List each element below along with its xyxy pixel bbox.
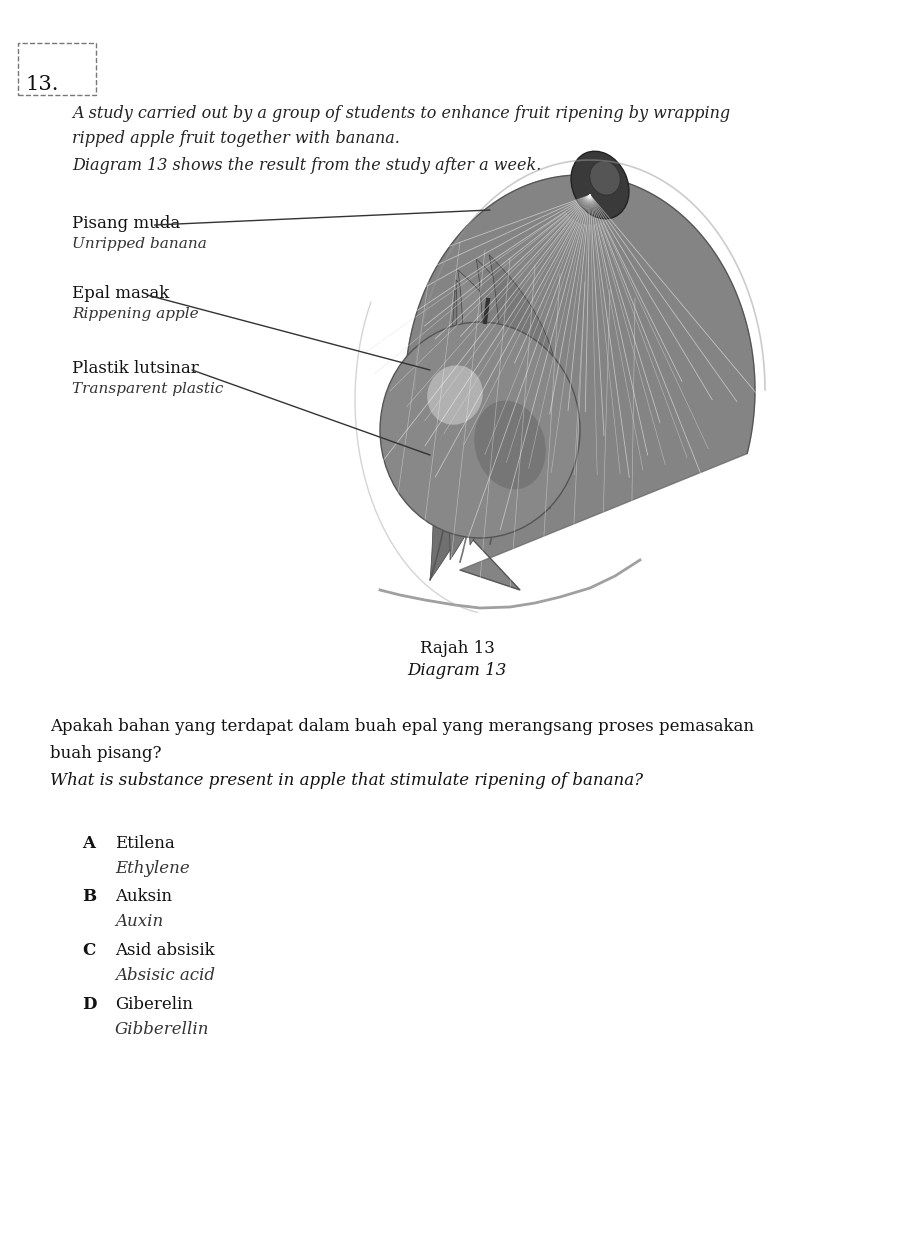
- Ellipse shape: [474, 400, 546, 489]
- Text: Diagram 13 shows the result from the study after a week.: Diagram 13 shows the result from the stu…: [72, 157, 541, 173]
- Text: B: B: [82, 888, 96, 904]
- Text: A study carried out by a group of students to enhance fruit ripening by wrapping: A study carried out by a group of studen…: [72, 105, 730, 121]
- Text: Giberelin: Giberelin: [115, 996, 193, 1014]
- Text: Absisic acid: Absisic acid: [115, 966, 215, 984]
- Polygon shape: [476, 259, 547, 518]
- Text: C: C: [82, 942, 95, 959]
- Text: Pisang muda: Pisang muda: [72, 216, 180, 232]
- Ellipse shape: [571, 151, 629, 219]
- Text: Unripped banana: Unripped banana: [72, 237, 207, 252]
- Polygon shape: [458, 270, 530, 530]
- Text: Asid absisik: Asid absisik: [115, 942, 215, 959]
- Polygon shape: [445, 290, 503, 560]
- Text: Rippening apple: Rippening apple: [72, 307, 198, 321]
- Text: Ethylene: Ethylene: [115, 860, 190, 877]
- Text: Transparent plastic: Transparent plastic: [72, 382, 223, 396]
- Polygon shape: [430, 307, 494, 580]
- Text: A: A: [82, 835, 95, 852]
- Text: Auksin: Auksin: [115, 888, 172, 904]
- FancyBboxPatch shape: [18, 43, 96, 95]
- Ellipse shape: [590, 161, 621, 196]
- Text: What is substance present in apple that stimulate ripening of banana?: What is substance present in apple that …: [50, 772, 643, 789]
- Text: 13.: 13.: [25, 76, 58, 94]
- Text: buah pisang?: buah pisang?: [50, 745, 162, 762]
- Text: Diagram 13: Diagram 13: [408, 662, 506, 679]
- Text: Rajah 13: Rajah 13: [420, 641, 494, 657]
- Text: Etilena: Etilena: [115, 835, 175, 852]
- Text: ripped apple fruit together with banana.: ripped apple fruit together with banana.: [72, 130, 400, 147]
- Text: Epal masak: Epal masak: [72, 285, 169, 302]
- Text: Auxin: Auxin: [115, 913, 164, 930]
- Text: D: D: [82, 996, 97, 1014]
- Ellipse shape: [427, 366, 483, 425]
- Text: Apakah bahan yang terdapat dalam buah epal yang merangsang proses pemasakan: Apakah bahan yang terdapat dalam buah ep…: [50, 717, 754, 735]
- Text: Plastik lutsinar: Plastik lutsinar: [72, 361, 198, 377]
- Polygon shape: [489, 255, 559, 510]
- Text: Gibberellin: Gibberellin: [115, 1021, 209, 1038]
- Polygon shape: [455, 280, 516, 545]
- Polygon shape: [405, 175, 755, 590]
- Ellipse shape: [380, 322, 580, 538]
